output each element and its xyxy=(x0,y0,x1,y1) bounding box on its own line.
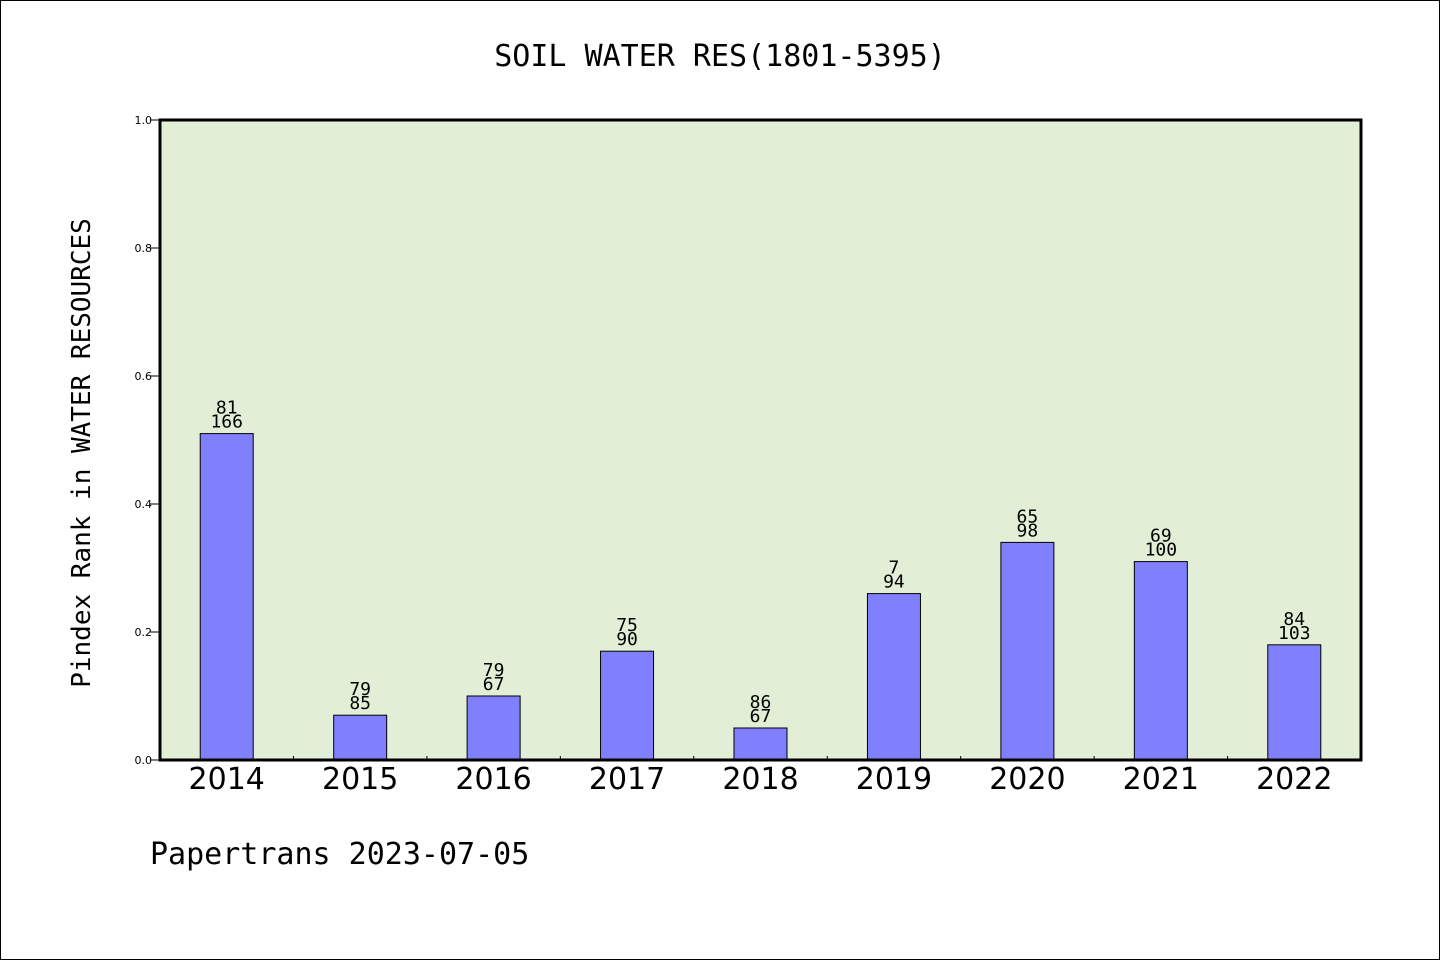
bar-label-top: 84 xyxy=(1283,609,1305,630)
bar-label-top: 86 xyxy=(750,692,772,713)
y-tick-label: 1.0 xyxy=(135,114,153,127)
bar-label-bottom: 94 xyxy=(883,572,905,593)
y-tick-label: 0.2 xyxy=(135,626,153,639)
footer-text: Papertrans 2023-07-05 xyxy=(150,837,529,872)
bar-label-top: 81 xyxy=(216,398,238,419)
x-tick-label: 2020 xyxy=(989,762,1065,797)
bar-2019 xyxy=(866,593,921,761)
plot-border xyxy=(158,118,1363,762)
y-tick-label: 0.6 xyxy=(135,370,153,383)
y-axis-ticks: 0.0 0.2 0.4 0.6 0.8 1.0 xyxy=(135,114,1229,767)
bar-label-bottom: 98 xyxy=(1017,520,1039,541)
bars xyxy=(199,433,1322,761)
bar-label-top: 79 xyxy=(483,660,505,681)
y-axis-label: Pindex Rank in WATER RESOURCES xyxy=(67,218,97,688)
bar-2016 xyxy=(466,695,521,761)
x-axis-labels: 2014 2015 2016 2017 2018 2019 2020 2021 2022 xyxy=(189,762,1333,797)
bar-2020 xyxy=(1000,541,1055,761)
x-tick-label: 2021 xyxy=(1123,762,1199,797)
y-tick-label: 0.4 xyxy=(135,498,153,511)
bar-2018 xyxy=(733,727,788,761)
bar-label-bottom: 166 xyxy=(210,412,243,433)
bar-2015 xyxy=(333,714,388,761)
bar-label-bottom: 100 xyxy=(1145,540,1178,561)
x-tick-label: 2018 xyxy=(722,762,798,797)
bar-label-top: 75 xyxy=(616,615,638,636)
bar-label-top: 65 xyxy=(1017,506,1039,527)
bar-label-bottom: 67 xyxy=(750,706,772,727)
bar-label-bottom: 67 xyxy=(483,674,505,695)
bar-2017 xyxy=(600,650,655,761)
bar-label-top: 69 xyxy=(1150,526,1172,547)
x-tick-label: 2019 xyxy=(856,762,932,797)
bar-label-bottom: 103 xyxy=(1278,623,1311,644)
bar-2021 xyxy=(1133,561,1188,761)
x-tick-label: 2016 xyxy=(455,762,531,797)
bar-label-top: 7 xyxy=(889,558,900,579)
chart-title: SOIL WATER RES(1801-5395) xyxy=(494,39,946,74)
x-tick-label: 2015 xyxy=(322,762,398,797)
x-tick-label: 2017 xyxy=(589,762,665,797)
bar-label-top: 79 xyxy=(349,679,371,700)
x-tick-label: 2022 xyxy=(1256,762,1332,797)
bar-label-bottom: 90 xyxy=(616,629,638,650)
y-tick-label: 0.8 xyxy=(135,242,153,255)
y-tick-label: 0.0 xyxy=(135,754,153,767)
bar-2022 xyxy=(1267,644,1322,761)
x-tick-label: 2014 xyxy=(189,762,265,797)
bar-label-bottom: 85 xyxy=(349,693,371,714)
bar-2014 xyxy=(199,433,254,761)
